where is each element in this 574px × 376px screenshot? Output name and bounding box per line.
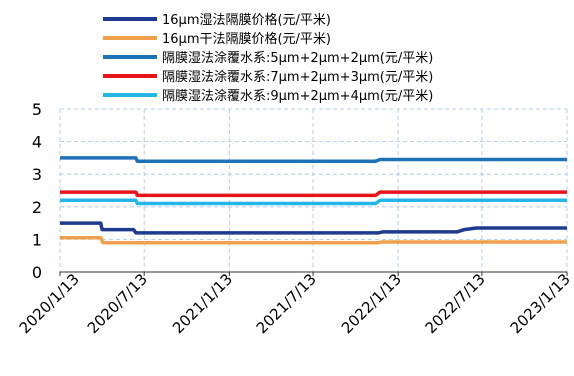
x-tick-label: 2021/7/13	[253, 270, 320, 337]
series-line	[60, 198, 567, 206]
legend-item: 隔膜湿法涂覆水系:5μm+2μm+2μm(元/平米)	[103, 50, 433, 66]
y-tick-label: 1	[32, 230, 42, 249]
series-line	[60, 156, 567, 163]
legend-item: 隔膜湿法涂覆水系:7μm+2μm+3μm(元/平米)	[103, 69, 433, 85]
series-line	[60, 236, 567, 245]
y-tick-label: 5	[32, 100, 42, 119]
legend-item: 16μm干法隔膜价格(元/平米)	[103, 31, 331, 47]
legend-label: 隔膜湿法涂覆水系:7μm+2μm+3μm(元/平米)	[162, 69, 433, 85]
y-tick-label: 0	[32, 263, 42, 282]
series-lines	[60, 156, 567, 245]
legend-label: 隔膜湿法涂覆水系:5μm+2μm+2μm(元/平米)	[162, 50, 433, 66]
y-axis-ticks: 0 1 2 3 4 5	[32, 100, 42, 282]
x-tick-label: 2020/1/13	[16, 270, 83, 337]
series-line	[60, 190, 567, 198]
x-tick-label: 2023/1/13	[507, 270, 574, 337]
legend-label: 16μm干法隔膜价格(元/平米)	[162, 31, 331, 47]
x-tick-label: 2022/1/13	[338, 270, 405, 337]
legend-label: 隔膜湿法涂覆水系:9μm+2μm+4μm(元/平米)	[162, 88, 433, 104]
x-tick-label: 2021/1/13	[169, 270, 236, 337]
legend-item: 隔膜湿法涂覆水系:9μm+2μm+4μm(元/平米)	[103, 88, 433, 104]
legend: 16μm湿法隔膜价格(元/平米) 16μm干法隔膜价格(元/平米) 隔膜湿法涂覆水系…	[103, 12, 433, 104]
y-tick-label: 3	[32, 165, 42, 184]
legend-item: 16μm湿法隔膜价格(元/平米)	[103, 12, 331, 28]
y-tick-label: 2	[32, 198, 42, 217]
series-line	[60, 221, 567, 235]
x-tick-label: 2022/7/13	[422, 270, 489, 337]
gridlines	[59, 108, 568, 272]
legend-label: 16μm湿法隔膜价格(元/平米)	[162, 12, 331, 28]
x-axis-ticks: 2020/1/13 2020/7/13 2021/1/13 2021/7/13 2022…	[16, 270, 574, 337]
y-tick-label: 4	[32, 133, 42, 152]
x-tick-label: 2020/7/13	[84, 270, 151, 337]
